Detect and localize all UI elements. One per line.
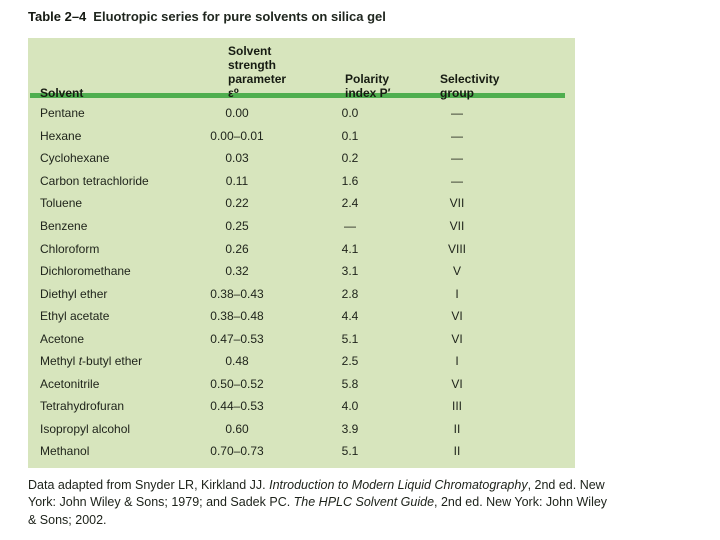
table-row: Isopropyl alcohol 0.60 3.9 II [28,418,575,441]
table-row: Chloroform 0.26 4.1 VIII [28,237,575,260]
source-note: Data adapted from Snyder LR, Kirkland JJ… [28,478,608,527]
cell-polarity: 2.5 [341,354,359,369]
column-header-polarity: Polarity index P′ [345,72,391,100]
cell-strength: 0.25 [225,219,249,233]
cell-selectivity: II [453,421,461,436]
cell-strength: 0.22 [225,196,249,211]
cell-solvent: Diethyl ether [40,286,108,301]
header-rule [30,93,565,98]
cell-polarity: 4.1 [341,241,359,256]
cell-selectivity: — [451,173,463,188]
cell-solvent: Benzene [40,219,88,233]
table-row: Tetrahydrofuran 0.44–0.53 4.0 III [28,395,575,418]
table-row: Toluene 0.22 2.4 VII [28,192,575,215]
table-header: Solvent Solvent strength parameter ε⁰ Pola… [28,38,575,100]
column-header-strength: Solvent strength parameter ε⁰ [228,44,287,100]
cell-polarity: 5.8 [341,376,359,391]
table-row: Methyl t-butyl ether 0.48 2.5 I [28,350,575,373]
cell-selectivity: III [451,399,462,414]
cell-strength: 0.44–0.53 [210,399,264,414]
cell-strength: 0.11 [225,173,249,188]
cell-selectivity: VIII [447,241,466,256]
cell-polarity: — [344,219,356,233]
cell-strength: 0.03 [225,151,249,166]
cell-selectivity: VI [451,309,463,324]
cell-solvent: Ethyl acetate [40,309,110,324]
table-row: Acetonitrile 0.50–0.52 5.8 VI [28,373,575,396]
table-row: Acetone 0.47–0.53 5.1 VI [28,327,575,350]
cell-solvent: Cyclohexane [40,151,110,166]
cell-polarity: 0.0 [341,106,359,121]
cell-selectivity: — [451,151,463,166]
cell-selectivity: I [455,286,459,301]
cell-selectivity: VII [449,219,465,233]
solvents-table: Solvent Solvent strength parameter ε⁰ Pola… [28,38,575,468]
table-title: Table 2–4 Eluotropic series for pure solv… [28,9,386,25]
table-row: Diethyl ether 0.38–0.43 2.8 I [28,282,575,305]
cell-polarity: 2.4 [341,196,359,211]
column-header-solvent: Solvent [40,86,84,100]
cell-strength: 0.32 [225,264,249,279]
cell-solvent: Dichloromethane [40,264,131,279]
cell-strength: 0.38–0.43 [210,286,264,301]
table-row: Pentane 0.00 0.0 — [28,102,575,125]
cell-polarity: 4.4 [341,309,359,324]
cell-strength: 0.50–0.52 [210,376,264,391]
cell-solvent: Tetrahydrofuran [40,399,125,414]
cell-strength: 0.48 [225,354,249,369]
cell-selectivity: — [451,128,463,143]
cell-polarity: 5.1 [341,444,359,459]
cell-selectivity: V [452,264,461,279]
cell-polarity: 4.0 [341,399,359,414]
cell-selectivity: VII [449,196,465,211]
cell-polarity: 5.1 [341,331,359,346]
cell-selectivity: I [455,354,459,369]
cell-polarity: 0.2 [341,151,359,166]
cell-solvent: Acetonitrile [40,376,100,391]
table-row: Hexane 0.00–0.01 0.1 — [28,125,575,148]
cell-polarity: 3.1 [341,264,359,279]
cell-solvent: Hexane [40,128,82,143]
table-row: Carbon tetrachloride 0.11 1.6 — [28,170,575,193]
cell-polarity: 0.1 [341,128,359,143]
cell-solvent: Carbon tetrachloride [40,173,149,188]
table-row: Methanol 0.70–0.73 5.1 II [28,440,575,463]
cell-strength: 0.00–0.01 [210,128,264,143]
cell-strength: 0.26 [225,241,249,256]
cell-polarity: 1.6 [341,173,359,188]
table-row: Ethyl acetate 0.38–0.48 4.4 VI [28,305,575,328]
cell-strength: 0.00 [225,106,249,121]
table-title-text: Eluotropic series for pure solvents on s… [93,9,386,24]
cell-solvent: Pentane [40,106,85,121]
cell-selectivity: VI [451,376,463,391]
cell-polarity: 3.9 [341,421,359,436]
cell-selectivity: — [451,106,463,121]
table-row: Cyclohexane 0.03 0.2 — [28,147,575,170]
table-title-label: Table 2–4 [28,9,87,24]
cell-strength: 0.38–0.48 [210,309,264,324]
cell-solvent: Isopropyl alcohol [40,421,131,436]
cell-solvent: Methanol [40,444,90,459]
table-body: Pentane 0.00 0.0— Hexane 0.00–0.01 0.1— Cycloh… [28,98,575,463]
cell-strength: 0.47–0.53 [210,331,264,346]
cell-solvent: Toluene [40,196,83,211]
cell-strength: 0.70–0.73 [210,444,264,459]
table-row: Benzene 0.25 — VII [28,215,575,238]
cell-solvent: Acetone [40,331,85,346]
cell-selectivity: II [453,444,461,459]
cell-solvent: Methyl t-butyl ether [40,354,143,369]
column-header-selectivity: Selectivity group [440,72,500,100]
cell-solvent: Chloroform [40,241,100,256]
cell-selectivity: VI [451,331,463,346]
table-row: Dichloromethane 0.32 3.1 V [28,260,575,283]
cell-strength: 0.60 [225,421,249,436]
cell-polarity: 2.8 [341,286,359,301]
